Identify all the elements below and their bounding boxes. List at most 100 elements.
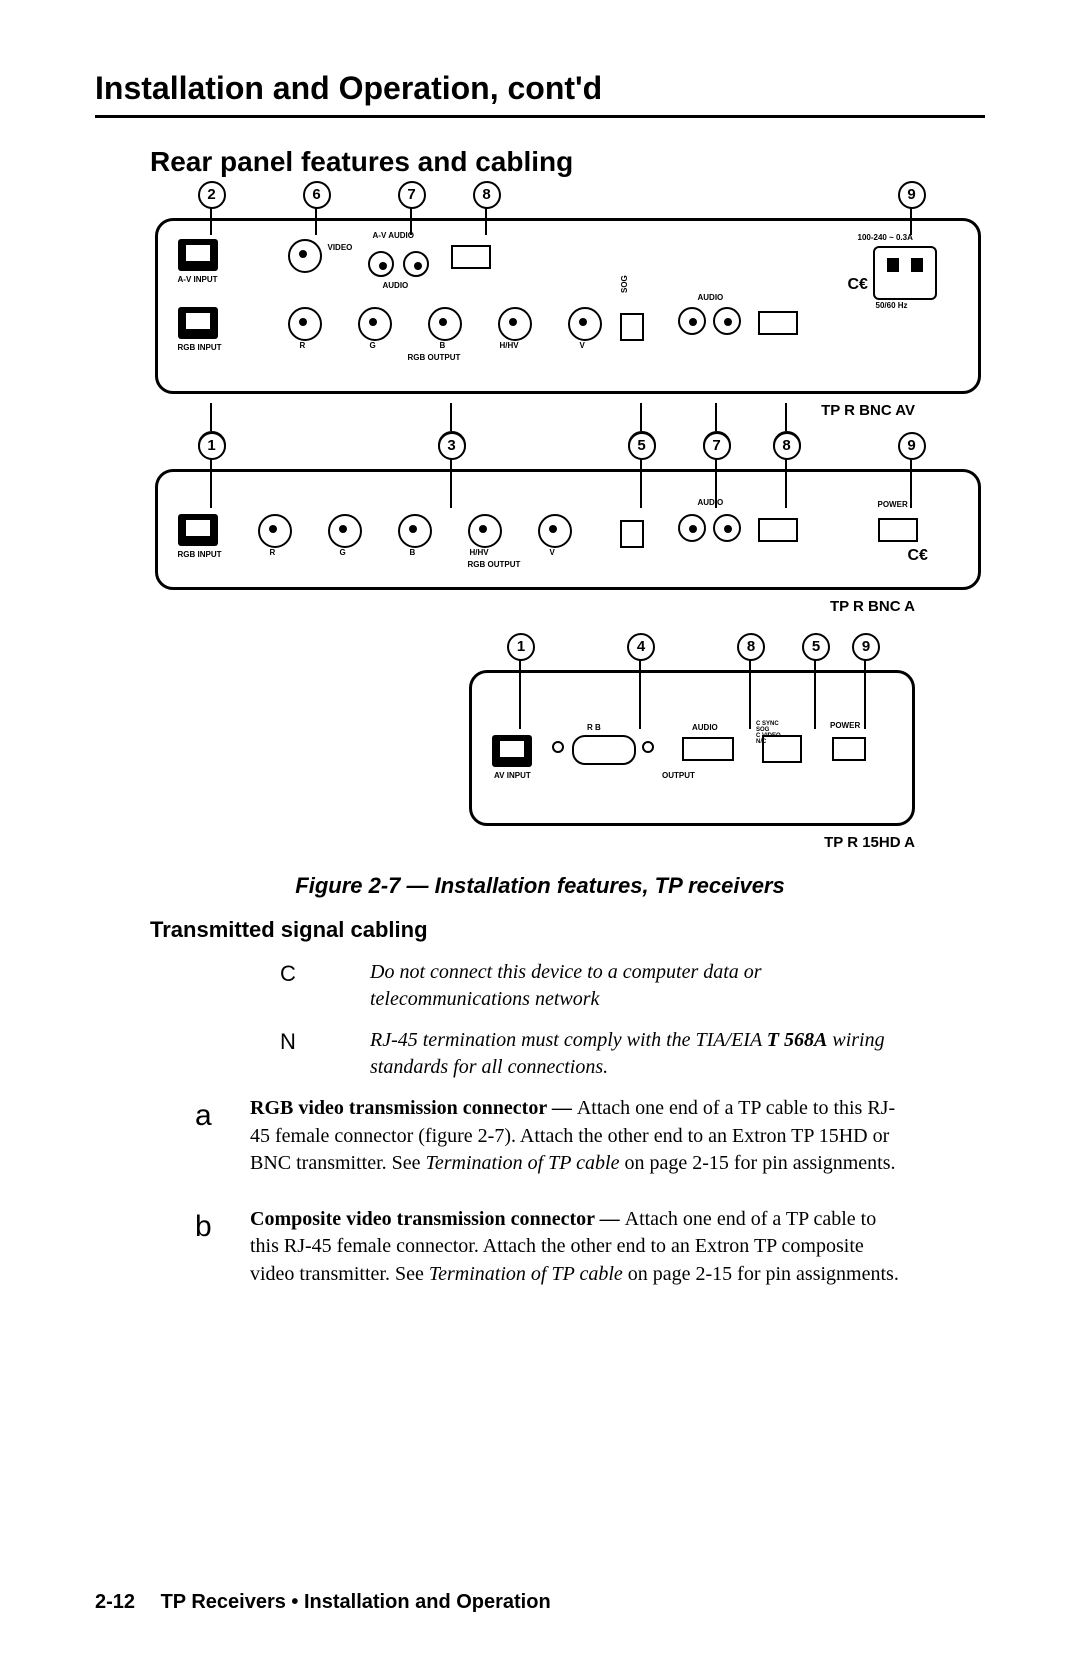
item-a-bold: RGB video transmission connector —	[250, 1097, 577, 1119]
c3-4: 4	[627, 633, 655, 661]
c2-9: 9	[898, 432, 926, 460]
label-av-audio: A-V AUDIO	[373, 231, 414, 240]
rear-panel-tp-r-bnc-av: A-V INPUT VIDEO A-V AUDIO AUDIO 100-240 …	[155, 218, 981, 394]
bnc-g	[358, 307, 392, 341]
label-audio-2: AUDIO	[698, 498, 724, 507]
label-hz: 50/60 Hz	[876, 301, 908, 310]
label-hhv: H/HV	[500, 341, 519, 350]
c3-5: 5	[802, 633, 830, 661]
list-item-a: a RGB video transmission connector — Att…	[195, 1095, 910, 1178]
power-terminal	[878, 518, 918, 542]
label-sog: SOG	[620, 275, 629, 293]
note-text-c: Do not connect this device to a computer…	[370, 959, 915, 1013]
bnc-hhv	[498, 307, 532, 341]
audio-out-l-2	[713, 514, 741, 542]
callout-2: 2	[198, 181, 226, 209]
page-title: Installation and Operation, cont'd	[95, 70, 985, 107]
label-rgb-output-2: RGB OUTPUT	[468, 560, 521, 569]
label-audio: AUDIO	[383, 281, 409, 290]
label-dip-3: C SYNCSOGC VIDEON/C	[756, 721, 781, 745]
item-b-bold: Composite video transmission connector —	[250, 1208, 625, 1230]
label-rgb-input-2: RGB INPUT	[178, 550, 222, 559]
callout-6: 6	[303, 181, 331, 209]
bnc-r	[288, 307, 322, 341]
c3-9: 9	[852, 633, 880, 661]
label-audio2: AUDIO	[698, 293, 724, 302]
c2-5: 5	[628, 432, 656, 460]
label-rgb-output: RGB OUTPUT	[408, 353, 461, 362]
vga-port	[572, 735, 636, 765]
label-hhv-2: H/HV	[470, 548, 489, 557]
power-terminal-3	[832, 737, 866, 761]
label-r-2: R	[270, 548, 276, 557]
label-audio-3: AUDIO	[692, 723, 718, 732]
item-b-ital: Termination of TP cable	[429, 1263, 623, 1285]
rear-panel-tp-r-bnc-a: RGB INPUT R G B H/HV V RGB OUTPUT AUDIO …	[155, 469, 981, 590]
av-input-port	[178, 239, 218, 271]
ce-mark-2: C€	[908, 547, 928, 565]
screw-r	[642, 741, 654, 753]
ce-mark: C€	[848, 276, 868, 294]
model-label-2: TP R BNC A	[150, 598, 915, 615]
item-body-a: RGB video transmission connector — Attac…	[250, 1095, 910, 1178]
list-item-b: b Composite video transmission connector…	[195, 1206, 910, 1289]
title-rule	[95, 115, 985, 118]
label-r: R	[300, 341, 306, 350]
label-v: V	[580, 341, 585, 350]
note-n-part1: RJ-45 termination must comply with the T…	[370, 1029, 767, 1051]
label-b: B	[440, 341, 446, 350]
label-rgb-input: RGB INPUT	[178, 343, 222, 352]
callout-9: 9	[898, 181, 926, 209]
label-video: VIDEO	[328, 243, 353, 252]
item-b-t2: on page 2-15 for pin assignments.	[623, 1263, 899, 1285]
model-label-1: TP R BNC AV	[150, 402, 915, 419]
page-number: 2-12	[95, 1591, 135, 1613]
standard-note: N RJ-45 termination must comply with the…	[280, 1027, 915, 1081]
audio-terminal-3	[758, 518, 798, 542]
label-g-2: G	[340, 548, 346, 557]
rgb-input-port	[178, 307, 218, 339]
audio-out-r	[678, 307, 706, 335]
item-letter-b: b	[195, 1206, 250, 1289]
note-letter-c: C	[280, 959, 370, 1013]
audio-terminal-2	[758, 311, 798, 335]
audio-out-l	[713, 307, 741, 335]
screw-l	[552, 741, 564, 753]
c3-8: 8	[737, 633, 765, 661]
note-text-n: RJ-45 termination must comply with the T…	[370, 1027, 915, 1081]
label-b-2: B	[410, 548, 416, 557]
bnc-r-2	[258, 514, 292, 548]
c2-1: 1	[198, 432, 226, 460]
label-av-input: A-V INPUT	[178, 275, 218, 284]
audio-terminal-4	[682, 737, 734, 761]
label-v-2: V	[550, 548, 555, 557]
label-output-3: OUTPUT	[662, 771, 695, 780]
note-n-bold: T 568A	[767, 1029, 828, 1051]
callout-7: 7	[398, 181, 426, 209]
audio-terminal-1	[451, 245, 491, 269]
audio-out-r-2	[678, 514, 706, 542]
av-input-port-3	[492, 735, 532, 767]
bnc-v	[568, 307, 602, 341]
label-g: G	[370, 341, 376, 350]
label-rb: R B	[587, 723, 601, 732]
bnc-g-2	[328, 514, 362, 548]
c3-1: 1	[507, 633, 535, 661]
section-heading: Rear panel features and cabling	[150, 146, 985, 178]
video-bnc	[288, 239, 322, 273]
model-label-3: TP R 15HD A	[95, 834, 915, 851]
c2-8: 8	[773, 432, 801, 460]
callout-8: 8	[473, 181, 501, 209]
figure-caption: Figure 2-7 — Installation features, TP r…	[95, 873, 985, 899]
rear-panel-tp-r-15hd-a: AV INPUT R B AUDIO C SYNCSOGC VIDEON/C P…	[469, 670, 915, 826]
audio-rca-l	[403, 251, 429, 277]
page-footer: 2-12 TP Receivers • Installation and Ope…	[95, 1591, 551, 1614]
caution-note: C Do not connect this device to a comput…	[280, 959, 915, 1013]
item-a-t2: on page 2-15 for pin assignments.	[619, 1152, 895, 1174]
bnc-v-2	[538, 514, 572, 548]
label-volt: 100-240 ~ 0.3A	[858, 233, 913, 242]
rgb-input-port-2	[178, 514, 218, 546]
item-body-b: Composite video transmission connector —…	[250, 1206, 910, 1289]
bnc-hhv-2	[468, 514, 502, 548]
bnc-b-2	[398, 514, 432, 548]
